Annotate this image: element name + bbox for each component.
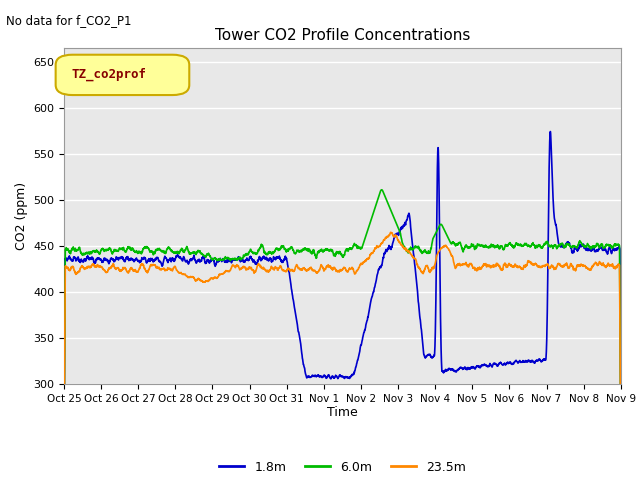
Line: 6.0m: 6.0m (64, 190, 621, 441)
23.5m (387, 229, 394, 235)
6.0m (298, 248, 305, 253)
6.0m (546, 243, 554, 249)
1.8m (274, 254, 282, 260)
X-axis label: Time: Time (327, 407, 358, 420)
6.0m (157, 248, 164, 253)
23.5m (606, 263, 614, 268)
Y-axis label: CO2 (ppm): CO2 (ppm) (15, 182, 28, 250)
23.5m (617, 446, 625, 452)
6.0m (378, 187, 385, 192)
6.0m (606, 243, 614, 249)
6.0m (124, 245, 131, 251)
6.0m (60, 438, 68, 444)
Title: Tower CO2 Profile Concentrations: Tower CO2 Profile Concentrations (214, 28, 470, 43)
Text: TZ_co2prof: TZ_co2prof (72, 68, 147, 81)
1.8m (606, 245, 614, 251)
1.8m (60, 457, 68, 463)
6.0m (617, 436, 625, 442)
23.5m (124, 269, 131, 275)
1.8m (298, 349, 305, 355)
Text: No data for f_CO2_P1: No data for f_CO2_P1 (6, 14, 132, 27)
1.8m (157, 259, 164, 264)
23.5m (546, 265, 554, 271)
Legend: 1.8m, 6.0m, 23.5m: 1.8m, 6.0m, 23.5m (214, 456, 470, 479)
Line: 23.5m: 23.5m (64, 232, 621, 451)
6.0m (274, 245, 282, 251)
23.5m (60, 448, 68, 454)
1.8m (546, 134, 554, 140)
1.8m (617, 417, 625, 423)
Line: 1.8m: 1.8m (64, 132, 621, 460)
23.5m (274, 267, 282, 273)
FancyBboxPatch shape (56, 55, 189, 95)
1.8m (124, 254, 131, 260)
23.5m (157, 266, 164, 272)
1.8m (547, 129, 554, 134)
23.5m (298, 267, 305, 273)
